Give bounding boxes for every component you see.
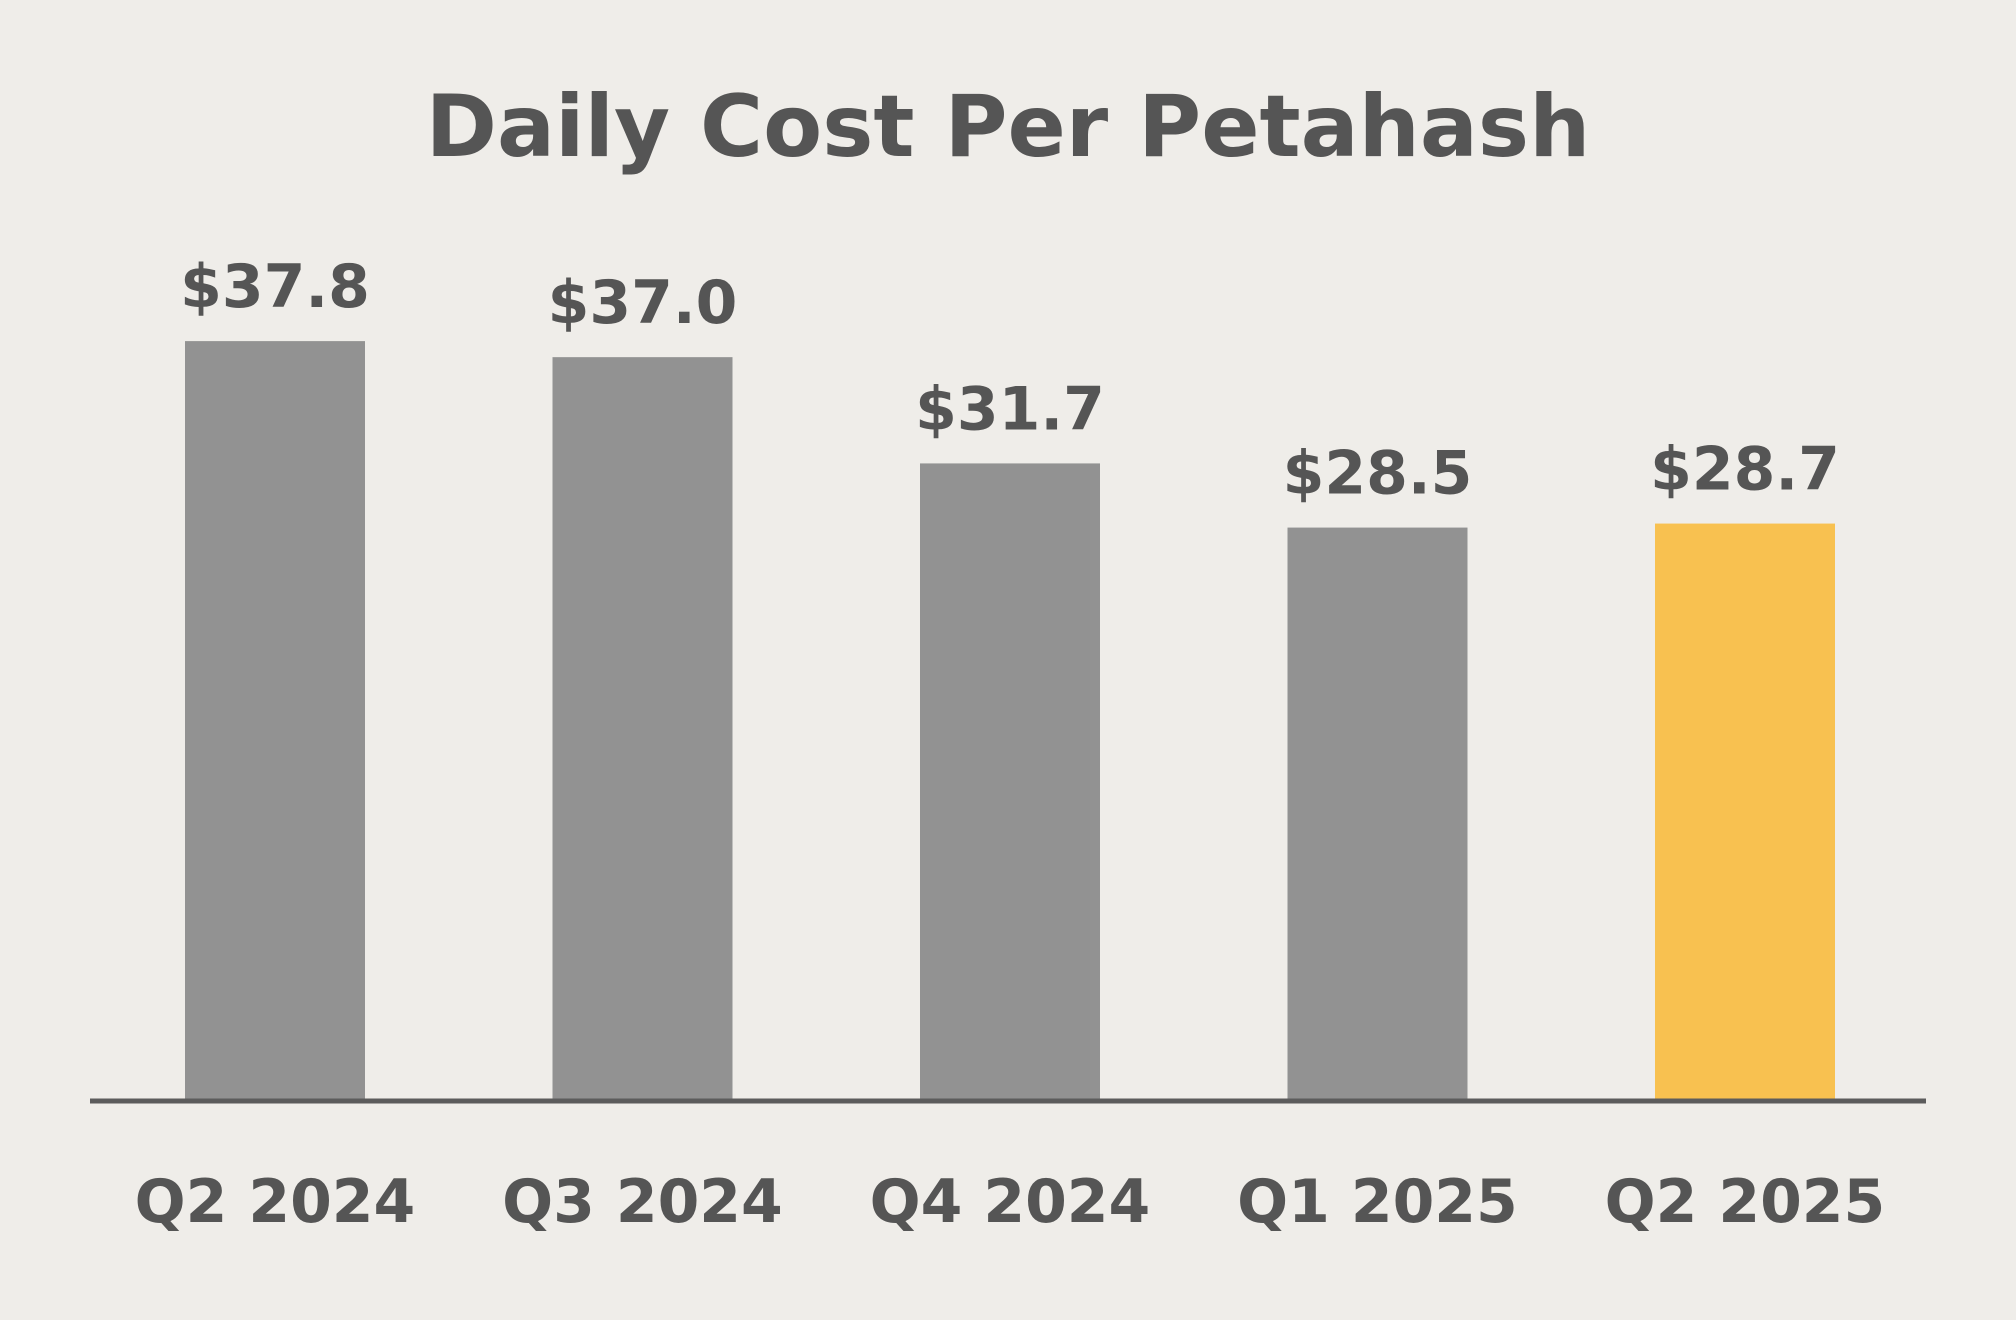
x-tick-labels-layer: Q2 2024 Q3 2024 Q4 2024 Q1 2025 Q2 2025: [135, 1167, 1886, 1237]
bar-q1-2025: [1287, 527, 1468, 1099]
x-tick-label: Q1 2025: [1237, 1167, 1518, 1237]
bars-layer: [185, 341, 1835, 1099]
bar-q4-2024: [920, 463, 1100, 1099]
bar-q3-2024: [552, 357, 733, 1099]
x-tick-label: Q3 2024: [502, 1167, 783, 1237]
value-label: $28.5: [1283, 439, 1473, 509]
bar-q2-2024: [185, 341, 365, 1099]
value-label: $37.0: [548, 268, 738, 338]
value-labels-layer: $37.8 $37.0 $31.7 $28.5 $28.7: [180, 252, 1840, 508]
x-tick-label: Q4 2024: [870, 1167, 1151, 1237]
x-tick-label: Q2 2025: [1605, 1167, 1886, 1237]
x-tick-label: Q2 2024: [135, 1167, 416, 1237]
bar-q2-2025: [1655, 523, 1835, 1099]
value-label: $28.7: [1650, 435, 1840, 505]
value-label: $37.8: [180, 252, 370, 322]
chart-title: Daily Cost Per Petahash: [426, 77, 1591, 177]
value-label: $31.7: [915, 374, 1105, 444]
